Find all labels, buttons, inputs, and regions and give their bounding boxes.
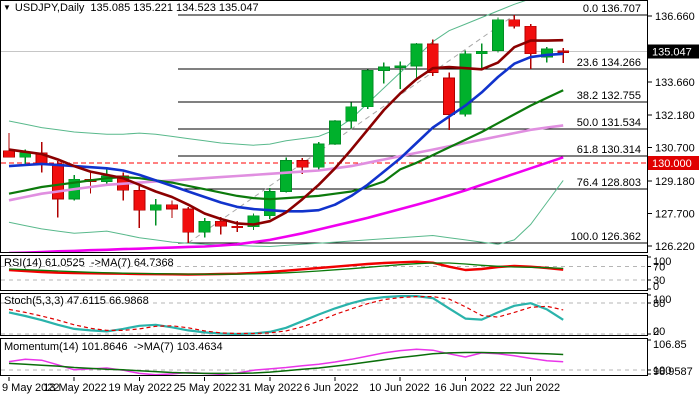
rsi-axis-label: 100 [653, 256, 671, 268]
fib-level-label: 50.0 131.534 [577, 117, 641, 129]
candle-body [329, 120, 341, 145]
candle-body [475, 51, 488, 55]
candle-body [133, 189, 146, 211]
candle-body [149, 204, 162, 211]
momentum-axis-label: 106.85 [653, 339, 687, 351]
fib-level-label: 61.8 130.314 [577, 144, 641, 156]
fib-level-label: 23.6 134.266 [577, 57, 641, 69]
rsi-main-line [8, 260, 564, 276]
date-axis-label: 6 Jun 2022 [304, 382, 358, 394]
rsi-panel [1, 260, 647, 281]
candle-body [166, 204, 178, 210]
candle-body [361, 70, 374, 108]
price-axis-label: 132.180 [655, 110, 695, 122]
stoch-main-line [8, 295, 564, 335]
stoch-panel-frame[interactable] [0, 293, 648, 336]
candle-body [3, 150, 15, 158]
price-axis-label: 129.180 [655, 176, 695, 188]
price-panel-frame[interactable] [0, 0, 648, 253]
ohlc-readout: 135.085 135.221 134.523 135.047 [90, 2, 259, 14]
candle-body [345, 106, 358, 122]
chart-title-bar: ▼ USDJPY,Daily 135.085 135.221 134.523 135… [3, 2, 259, 14]
symbol-timeframe-label: USDJPY,Daily [14, 2, 85, 14]
band-upper-line [8, 1, 526, 146]
price-axis-label: 130.700 [655, 142, 695, 154]
price-axis-label: 133.660 [655, 77, 695, 89]
candle-body [410, 43, 423, 67]
candle-body [459, 53, 472, 115]
candle-body [198, 220, 211, 233]
date-axis-label: 22 Jun 2022 [500, 382, 561, 394]
fib-diagonal-line [188, 14, 515, 244]
price-axis-label: 127.700 [655, 209, 695, 221]
fib-level-label: 0.0 136.707 [583, 3, 641, 15]
symbol-dropdown-icon[interactable]: ▼ [3, 3, 11, 12]
momentum-axis-label: 100 [653, 365, 671, 377]
candle-body [231, 225, 244, 229]
candle-body [541, 48, 553, 58]
stoch-panel [1, 295, 647, 335]
candle-body [394, 65, 407, 69]
candle-body [312, 143, 325, 168]
alert-price-badge [648, 155, 699, 170]
date-axis-label: 19 May 2022 [108, 382, 172, 394]
stoch-signal-line [8, 296, 564, 335]
rsi-axis-label: 0 [653, 281, 659, 293]
fib-level-label: 76.4 128.803 [577, 177, 641, 189]
ma-violet-line [8, 124, 564, 202]
candle-body [443, 77, 456, 115]
candle-body [426, 43, 439, 73]
candle-body [296, 160, 309, 168]
stoch-axis-label: 0 [653, 326, 659, 338]
ma-maroon-line [8, 38, 564, 226]
date-axis-label: 9 May 2022 [2, 382, 59, 394]
band-lower-line [8, 180, 564, 248]
date-axis-label: 25 May 2022 [174, 382, 238, 394]
date-axis-label: 10 Jun 2022 [369, 382, 430, 394]
candle-body [280, 160, 293, 192]
candle-body [214, 220, 227, 227]
candle-body [247, 215, 260, 228]
momentum-panel [1, 348, 647, 375]
stoch-axis-label: 100 [653, 294, 671, 306]
ma-slow-magenta-line [8, 156, 564, 252]
stoch-axis-label: 80 [653, 298, 665, 310]
date-axis-label: 31 May 2022 [239, 382, 303, 394]
price-axis-label: 126.220 [655, 241, 695, 253]
rsi-axis-label: 30 [653, 275, 665, 287]
candle-body [492, 19, 504, 51]
candle-body [508, 19, 521, 27]
rsi-ma-line [8, 262, 564, 275]
price-panel [1, 1, 647, 252]
price-axis-label: 136.660 [655, 11, 695, 23]
candle-body [557, 50, 570, 53]
current-price-badge [648, 44, 699, 59]
momentum-axis-label: 98.9587 [653, 366, 693, 378]
momentum-ma-line [8, 351, 564, 375]
date-axis-label: 16 Jun 2022 [434, 382, 495, 394]
fib-level-label: 100.0 126.362 [571, 231, 641, 243]
stoch-axis-label: 20 [653, 326, 665, 338]
candle-body [377, 66, 390, 71]
rsi-axis-label: 70 [653, 262, 665, 274]
ma-green-line [8, 89, 564, 201]
date-axis-label: 13 May 2022 [43, 382, 107, 394]
candle-body [52, 163, 64, 200]
candle-body [182, 208, 195, 233]
current-price-badge-label: 135.047 [652, 47, 692, 59]
alert-price-badge-label: 130.000 [652, 158, 692, 170]
candle-body [263, 191, 276, 217]
fib-level-label: 38.2 132.755 [577, 90, 641, 102]
